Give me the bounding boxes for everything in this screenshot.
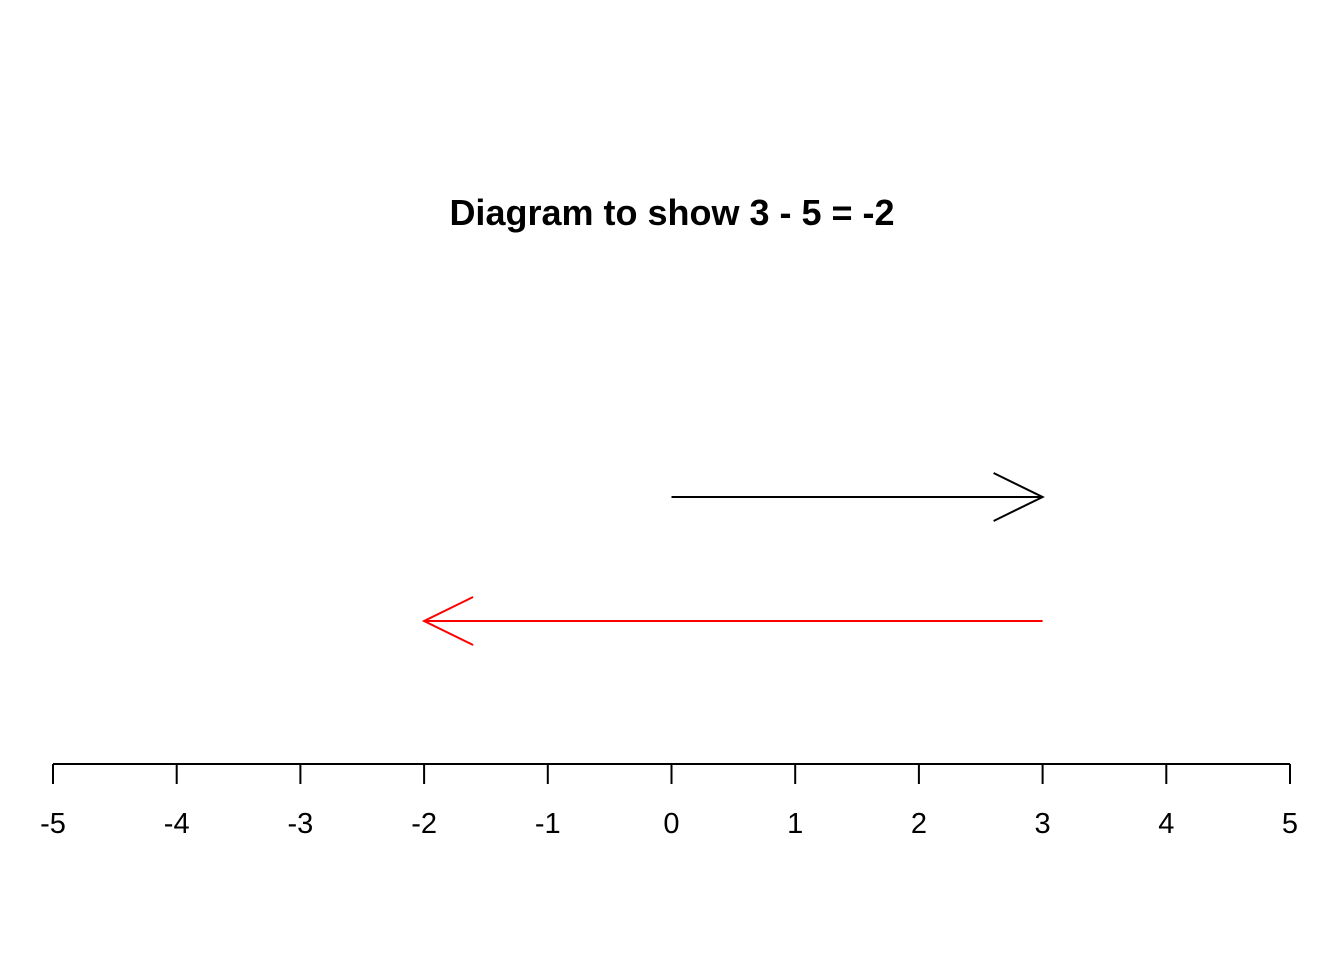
- tick-label: 1: [787, 808, 803, 840]
- arrows: [421, 472, 1045, 646]
- tick-label: 4: [1158, 808, 1174, 840]
- subtract-arrow-head: [421, 596, 474, 646]
- tick-label: -3: [288, 808, 314, 840]
- start-arrow: [671, 472, 1045, 522]
- tick-label: 5: [1282, 808, 1298, 840]
- tick-label: -2: [411, 808, 437, 840]
- diagram-title: Diagram to show 3 - 5 = -2: [449, 192, 894, 233]
- tick-label: -5: [40, 808, 66, 840]
- tick-label: -1: [535, 808, 561, 840]
- subtract-arrow: [421, 596, 1043, 646]
- number-line: -5 -4 -3 -2 -1 0 1 2 3 4 5: [40, 763, 1298, 840]
- tick-label: -4: [164, 808, 190, 840]
- start-arrow-head: [993, 472, 1045, 522]
- tick-label: 0: [663, 808, 679, 840]
- tick-label: 3: [1035, 808, 1051, 840]
- tick-label: 2: [911, 808, 927, 840]
